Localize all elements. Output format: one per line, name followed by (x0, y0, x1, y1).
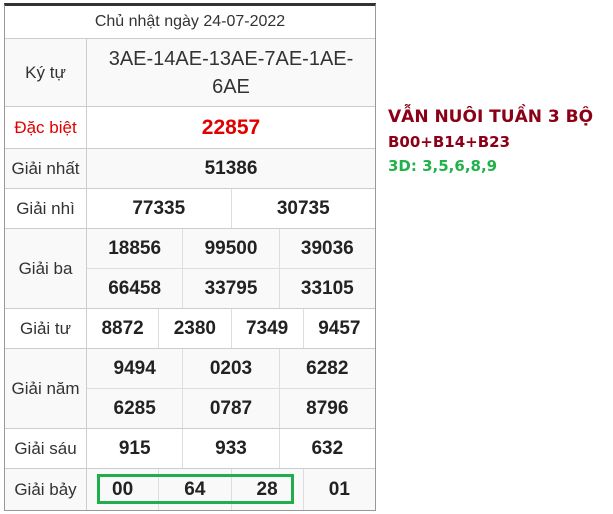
side-note: VẪN NUÔI TUẦN 3 BỘ B00+B14+B23 3D: 3,5,6… (388, 104, 593, 178)
prize-row: Giải tư 8872 2380 7349 9457 (5, 308, 375, 348)
prize-number: 51386 (204, 157, 258, 179)
prize-label: Giải nhì (5, 189, 87, 228)
highlight-box (97, 474, 294, 504)
prize-number: 632 (278, 429, 375, 468)
prize-label: Giải năm (5, 349, 87, 428)
prize-label: Giải nhất (5, 149, 87, 188)
prize-number: 9457 (302, 309, 375, 348)
prize-number: 77335 (132, 197, 186, 219)
prize-number: 2380 (158, 309, 230, 348)
prize-label: Đặc biệt (5, 107, 87, 148)
prize-row: Ký tự 3AE-14AE-13AE-7AE-1AE-6AE (5, 38, 375, 106)
table-date-header: Chủ nhật ngày 24-07-2022 (94, 13, 286, 30)
prize-number: 8796 (278, 389, 375, 428)
prize-label: Giải sáu (5, 429, 87, 468)
prize-row: Giải ba 18856 99500 39036 66458 33795 33105 (5, 228, 375, 308)
prize-number: 00 (112, 478, 134, 500)
prize-number: 9494 (113, 357, 156, 379)
prize-number: 0787 (182, 389, 278, 428)
lottery-results-table: Chủ nhật ngày 24-07-2022 Ký tự 3AE-14AE-1… (4, 3, 376, 511)
prize-row: Giải sáu 915 933 632 (5, 428, 375, 468)
prize-number: 7349 (230, 309, 303, 348)
side-note-3d: 3D: 3,5,6,8,9 (388, 157, 498, 175)
prize-number: 915 (118, 437, 151, 459)
prize-row: Đặc biệt 22857 (5, 106, 375, 148)
prize-number: 64 (158, 469, 230, 510)
prize-label: Giải bảy (5, 469, 87, 510)
prize-number: 99500 (182, 229, 278, 268)
prize-number: 6285 (113, 397, 156, 419)
prize-number: 01 (302, 469, 375, 510)
prize-label: Ký tự (5, 39, 87, 106)
side-note-title: VẪN NUÔI TUẦN 3 BỘ (388, 107, 594, 127)
prize-number: 39036 (278, 229, 375, 268)
prize-number: 0203 (182, 349, 278, 388)
prize-number: 33105 (278, 269, 375, 308)
prize-number: 30735 (230, 189, 376, 228)
prize-number: 3AE-14AE-13AE-7AE-1AE-6AE (108, 47, 354, 98)
prize-number: 22857 (201, 115, 261, 139)
prize-number: 6282 (278, 349, 375, 388)
prize-number: 8872 (101, 317, 144, 339)
prize-number: 18856 (108, 237, 162, 259)
prize-row: Giải nhì 77335 30735 (5, 188, 375, 228)
prize-label: Giải tư (5, 309, 87, 348)
prize-row: Giải nhất 51386 (5, 148, 375, 188)
prize-number: 933 (182, 429, 278, 468)
prize-number: 28 (230, 469, 303, 510)
prize-number: 66458 (108, 277, 162, 299)
side-note-pairs: B00+B14+B23 (388, 133, 511, 151)
prize-row: Giải năm 9494 0203 6282 6285 0787 8796 (5, 348, 375, 428)
prize-number: 33795 (182, 269, 278, 308)
prize-label: Giải ba (5, 229, 87, 308)
